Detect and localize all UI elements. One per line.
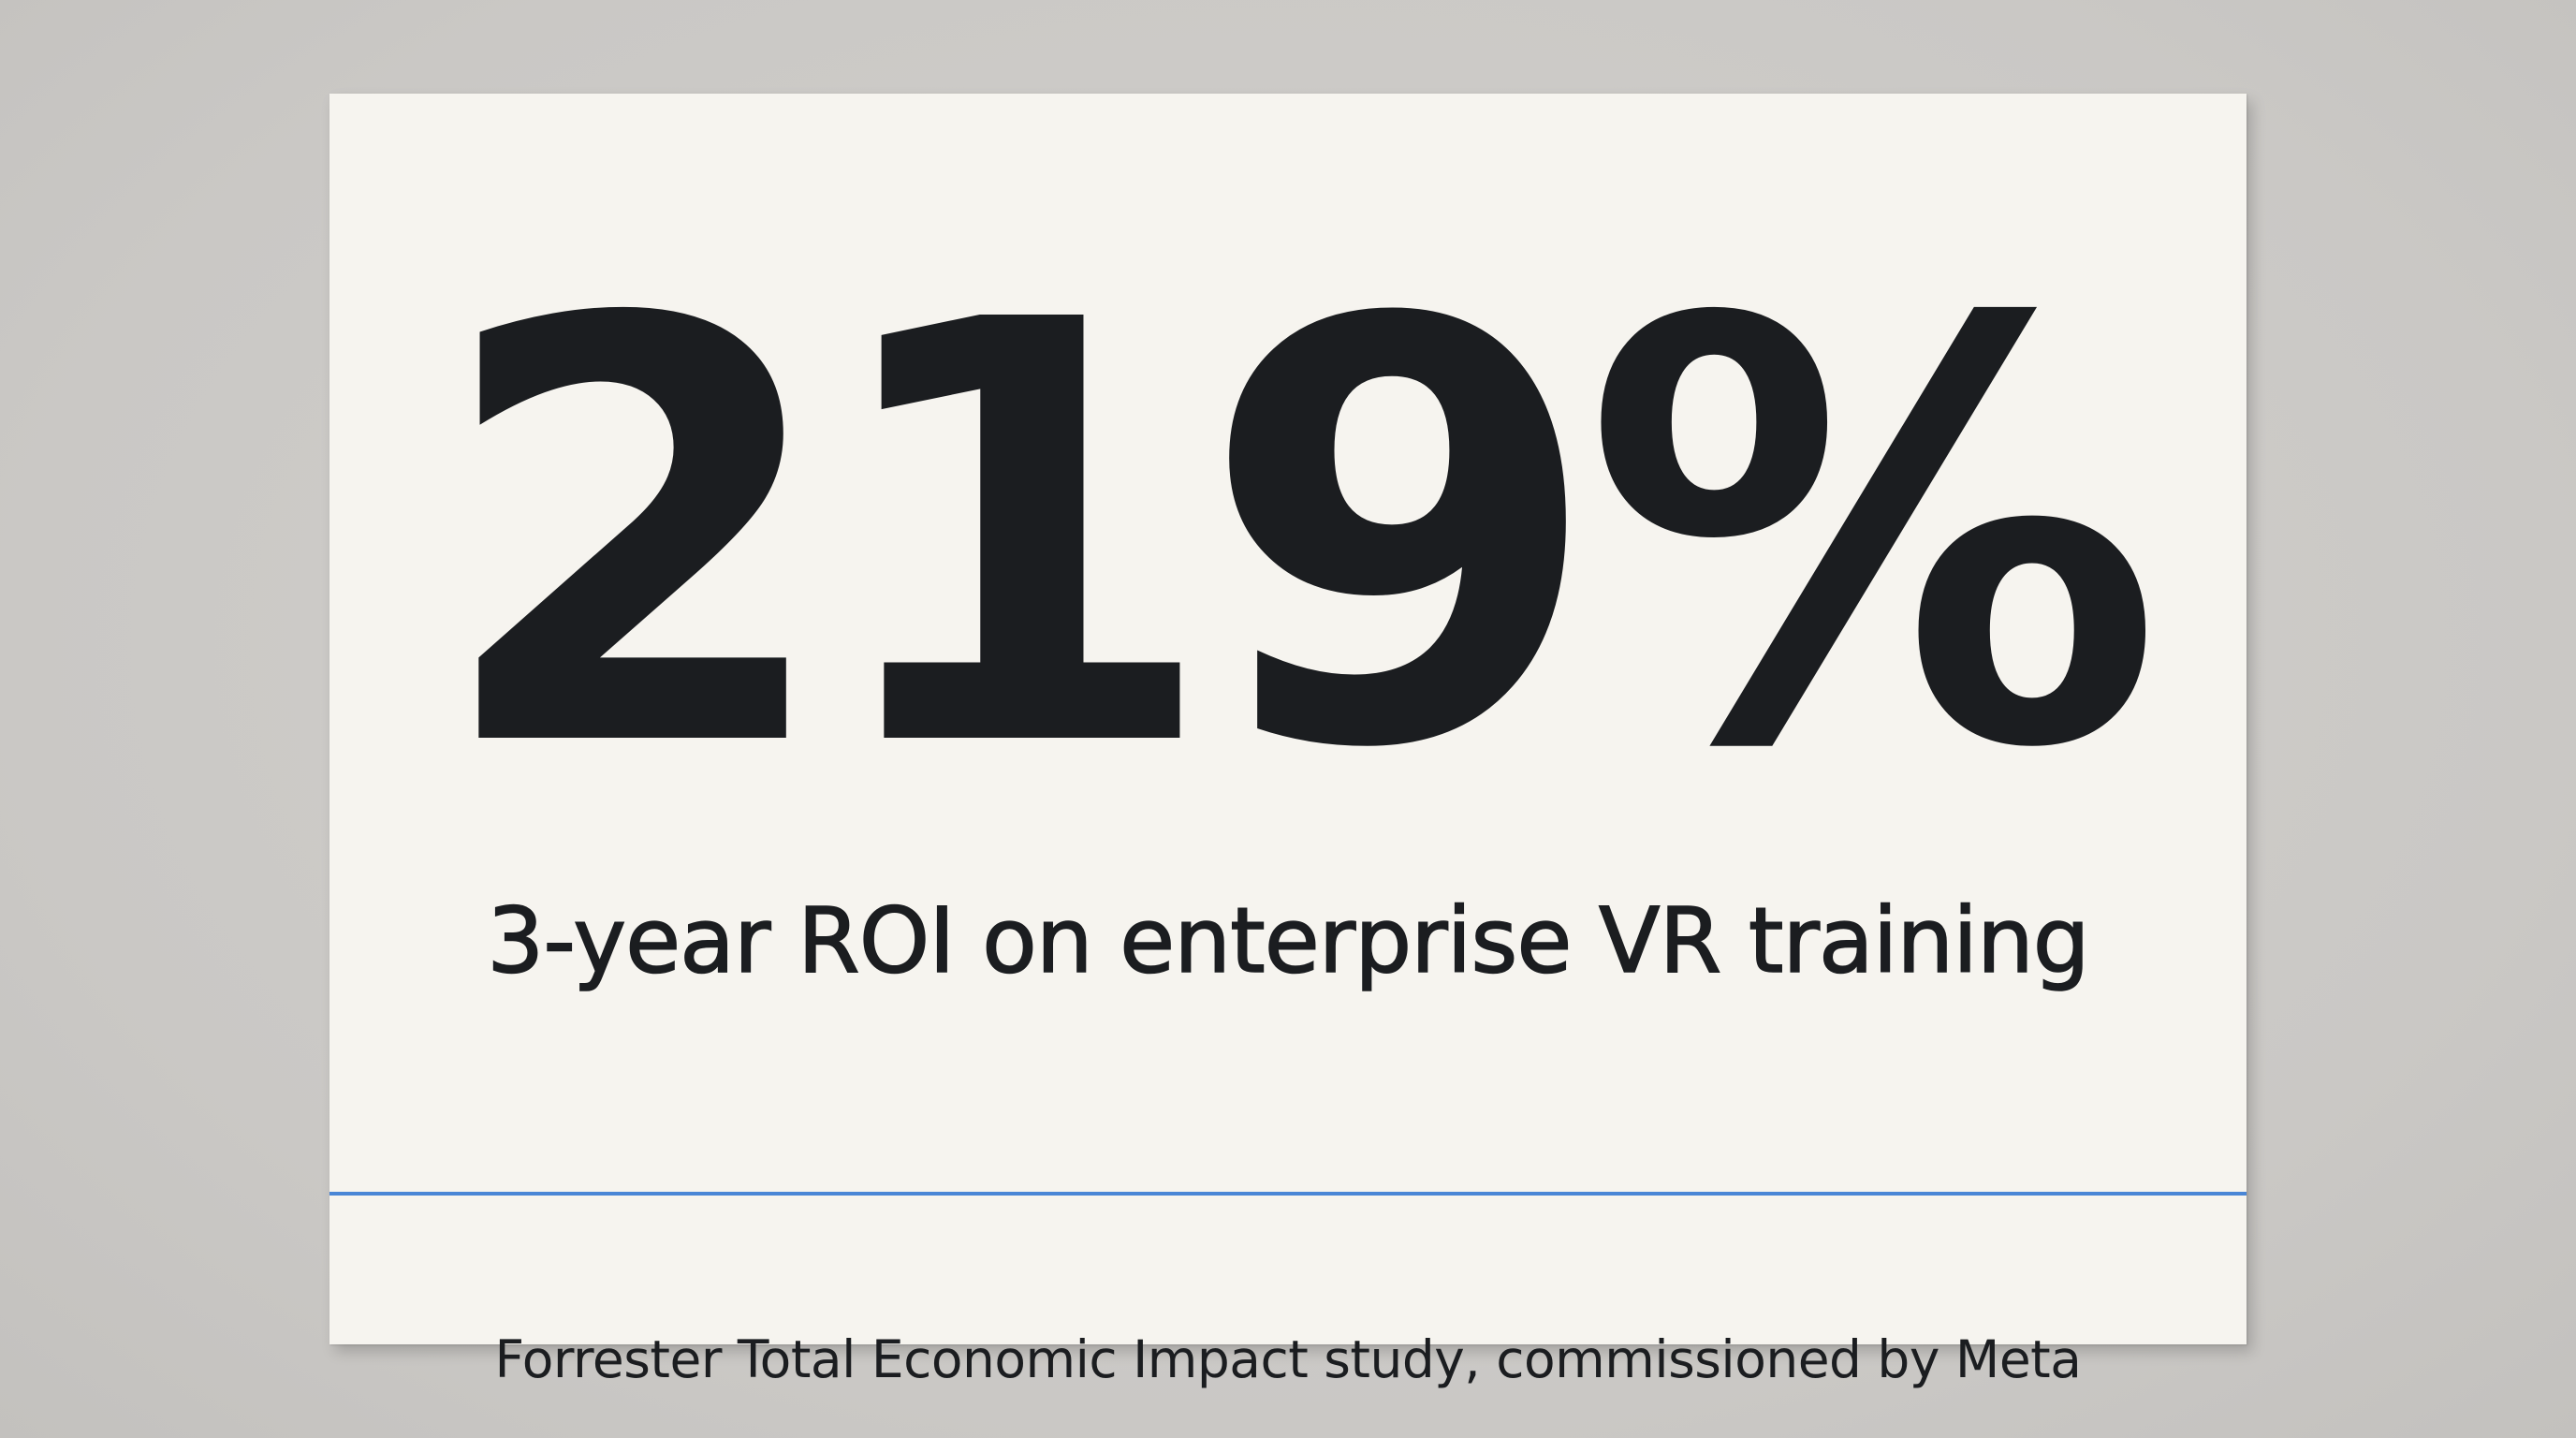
- stat-value: 219%: [432, 200, 2163, 875]
- stat-card: 219% 3-year ROI on enterprise VR trainin…: [329, 94, 2247, 1386]
- divider-line: [329, 1192, 2247, 1196]
- stat-caption: 3-year ROI on enterprise VR training: [487, 888, 2091, 993]
- source-attribution: Forrester Total Economic Impact study, c…: [494, 1329, 2082, 1389]
